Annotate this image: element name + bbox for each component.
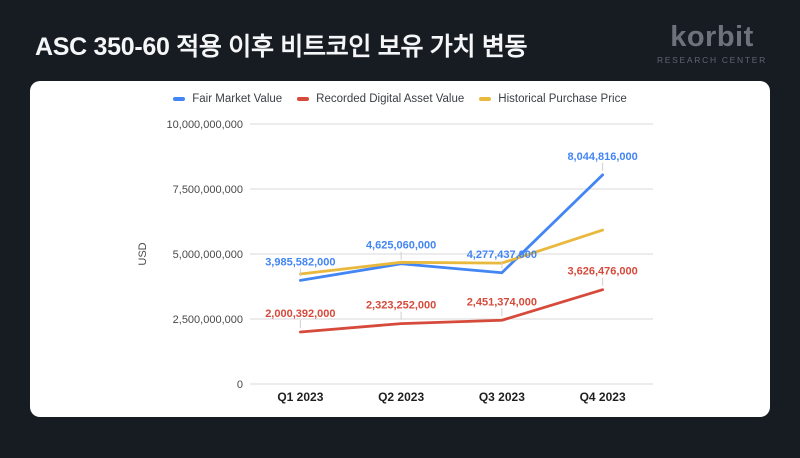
- logo-subtitle: RESEARCH CENTER: [656, 54, 767, 65]
- x-tick-label: Q1 2023: [277, 390, 323, 404]
- y-tick-label: 5,000,000,000: [173, 249, 243, 261]
- x-tick-label: Q2 2023: [378, 390, 424, 404]
- series-line-2: [298, 228, 605, 276]
- legend-label: Fair Market Value: [192, 93, 283, 105]
- data-label: 8,044,816,000: [567, 151, 637, 163]
- legend-item-recorded-digital-asset-value: Recorded Digital Asset Value: [297, 93, 464, 105]
- korbit-logo: korbit RESEARCH CENTER: [656, 21, 767, 65]
- legend-line-marker-icon: [173, 97, 186, 101]
- data-label: 2,451,374,000: [467, 296, 537, 308]
- data-label: 2,000,392,000: [265, 308, 335, 320]
- legend-line-marker-icon: [297, 97, 310, 101]
- legend-label: Historical Purchase Price: [498, 93, 627, 105]
- legend-line-marker-icon: [479, 97, 492, 101]
- data-label: 4,625,060,000: [366, 240, 436, 252]
- data-label: 4,277,437,000: [467, 249, 537, 261]
- y-tick-label: 10,000,000,000: [167, 119, 243, 131]
- y-tick-label: 7,500,000,000: [173, 184, 243, 196]
- x-tick-label: Q3 2023: [479, 390, 525, 404]
- series-line-1: [298, 288, 605, 334]
- chart-svg: 0 2,500,000,000 5,000,000,000 7,500,000,000…: [137, 119, 653, 404]
- x-tick-label: Q4 2023: [580, 390, 626, 404]
- data-label: 3,626,476,000: [567, 266, 637, 278]
- chart-legend: Fair Market Value Recorded Digital Asset…: [30, 90, 770, 108]
- page-title: ASC 350-60 적용 이후 비트코인 보유 가치 변동: [35, 33, 528, 61]
- logo-brand: korbit: [670, 21, 754, 53]
- data-label: 3,985,582,000: [265, 256, 335, 268]
- series-line-0: [298, 173, 605, 282]
- chart-card: Fair Market Value Recorded Digital Asset…: [30, 81, 770, 417]
- y-tick-label: 2,500,000,000: [173, 314, 243, 326]
- legend-item-fair-market-value: Fair Market Value: [173, 93, 282, 105]
- legend-item-historical-purchase-price: Historical Purchase Price: [479, 93, 627, 105]
- y-tick-label: 0: [237, 379, 243, 391]
- y-axis-title: USD: [137, 242, 149, 265]
- data-label: 2,323,252,000: [366, 300, 436, 312]
- legend-label: Recorded Digital Asset Value: [316, 93, 465, 105]
